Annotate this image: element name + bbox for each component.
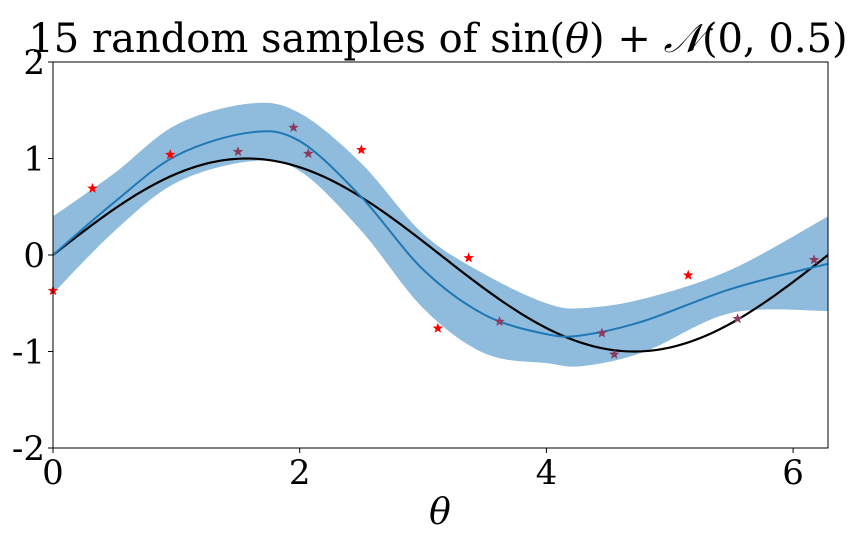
y-tick-label: -2 [12, 429, 45, 469]
y-tick-label: -1 [12, 333, 45, 373]
sample-point [288, 122, 299, 133]
y-axis: 2 1 0 -1 -2 [12, 43, 53, 469]
title-theta: θ [565, 16, 589, 62]
sample-point [232, 146, 244, 157]
title-middle: ) + [589, 16, 664, 62]
sample-point [463, 252, 474, 263]
sample-point [356, 144, 367, 155]
sample-point [494, 316, 505, 327]
mean-line [53, 130, 828, 338]
plot-area [53, 102, 828, 367]
y-tick-label: 2 [23, 43, 45, 83]
x-tick-label: 6 [782, 453, 804, 493]
x-axis: 0 2 4 6 [42, 448, 804, 493]
sample-point [683, 269, 694, 280]
title-args: (0, 0.5) [702, 16, 848, 62]
uncertainty-band [53, 102, 828, 367]
sample-point [609, 348, 620, 359]
x-tick-label: 2 [289, 453, 311, 493]
x-axis-label: θ [429, 492, 451, 533]
sample-point [808, 254, 820, 265]
x-tick-label: 0 [42, 453, 64, 493]
y-tick-label: 1 [23, 140, 45, 180]
y-tick-label: 0 [23, 236, 45, 276]
sample-point [732, 313, 743, 324]
sample-point [303, 148, 314, 159]
sample-point [432, 322, 444, 333]
true-sine-line [53, 157, 828, 353]
x-tick-label: 4 [536, 453, 558, 493]
sample-point [596, 327, 608, 338]
title-prefix: 15 random samples of sin( [28, 16, 565, 62]
chart-title: 15 random samples of sin(θ) + 𝒩(0, 0.5) [28, 16, 847, 62]
sample-point [164, 149, 176, 160]
sample-point [87, 182, 98, 193]
